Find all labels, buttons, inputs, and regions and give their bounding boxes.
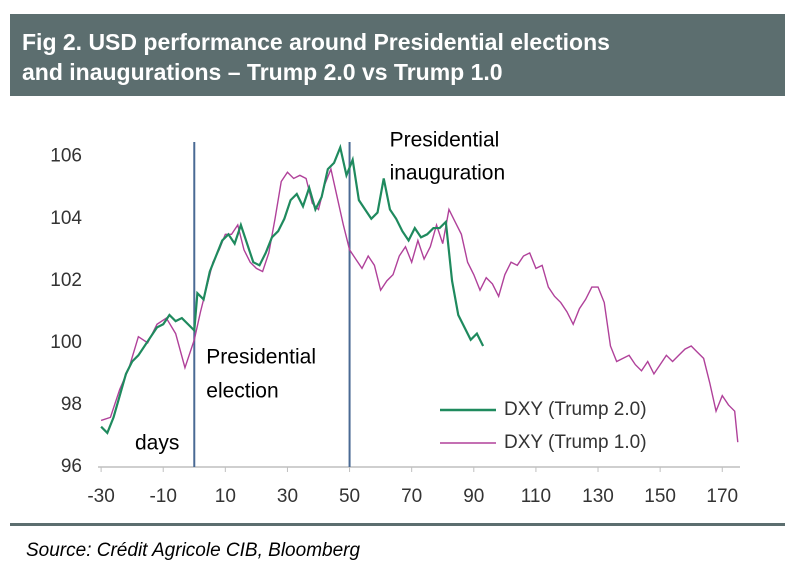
chart-title: Fig 2. USD performance around Presidenti… (22, 29, 610, 55)
x-tick-label: 10 (215, 486, 236, 507)
legend-label: DXY (Trump 2.0) (504, 399, 647, 420)
title-bar (10, 14, 785, 96)
series-line (100, 143, 485, 435)
source: Source: Crédit Agricole CIB, Bloomberg (26, 540, 360, 561)
y-tick-label: 100 (50, 332, 82, 353)
x-tick-label: 30 (277, 486, 298, 507)
x-tick-label: 50 (339, 486, 360, 507)
x-tick-label: -30 (87, 486, 114, 507)
legend-label: DXY (Trump 1.0) (504, 432, 647, 453)
x-tick-label: -10 (149, 486, 176, 507)
x-tick-label: 70 (401, 486, 422, 507)
x-axis-label: days (135, 432, 179, 455)
y-tick-label: 102 (50, 270, 82, 291)
y-tick-label: 98 (61, 394, 82, 415)
x-tick-label: 150 (644, 486, 676, 507)
x-tick-label: 90 (463, 486, 484, 507)
x-tick-label: 130 (582, 486, 614, 507)
footer-rule (10, 523, 785, 526)
y-tick-label: 96 (61, 456, 82, 477)
series-line (100, 166, 739, 443)
y-tick-label: 104 (50, 208, 82, 229)
y-tick-label: 106 (50, 146, 82, 167)
annotation: election (206, 380, 278, 403)
chart-title: and inaugurations – Trump 2.0 vs Trump 1… (22, 59, 503, 85)
x-tick-label: 110 (521, 486, 551, 507)
annotation: inauguration (390, 162, 506, 185)
annotation: Presidential (390, 129, 500, 152)
annotation: Presidential (206, 346, 316, 369)
x-tick-label: 170 (706, 486, 738, 507)
